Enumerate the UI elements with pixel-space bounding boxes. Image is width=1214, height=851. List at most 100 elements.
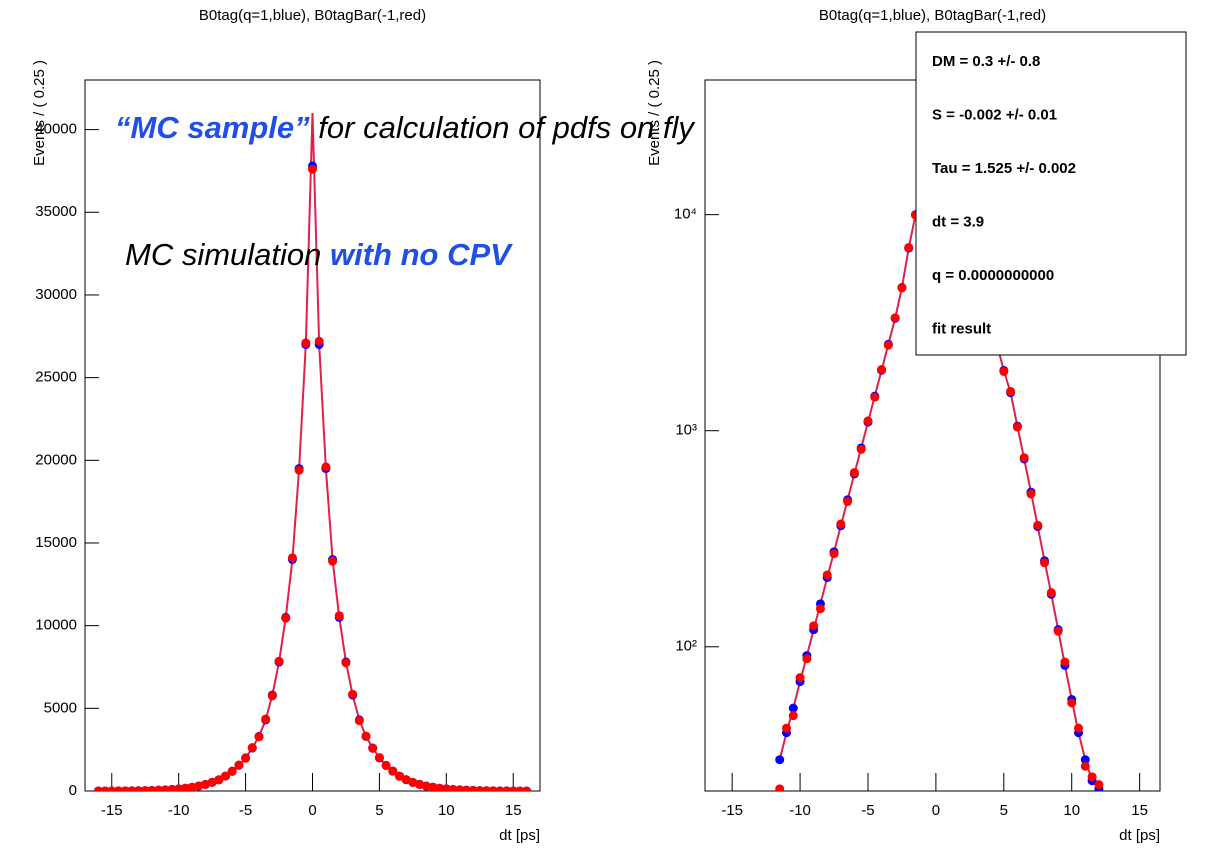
data-point [508, 786, 518, 791]
chart-title: B0tag(q=1,blue), B0tagBar(-1,red) [819, 7, 1046, 24]
y-tick-label: 5000 [44, 699, 77, 716]
data-point [781, 723, 791, 733]
y-axis-label: Events / ( 0.25 ) [31, 60, 48, 166]
data-point [308, 164, 317, 174]
data-point [274, 656, 284, 666]
data-point [843, 497, 853, 507]
data-point [1026, 489, 1036, 499]
data-point [1040, 558, 1050, 568]
data-point [174, 784, 184, 791]
overlay: “MC sample” for calculation of pdfs on f… [115, 110, 696, 272]
stat-line: dt = 3.9 [932, 213, 984, 230]
data-point [187, 782, 197, 791]
data-point [368, 743, 378, 753]
x-tick-label: -15 [721, 802, 743, 819]
data-point [354, 716, 364, 726]
overlay-text: for calculation of pdfs on fly [310, 110, 697, 145]
data-point [267, 691, 277, 701]
data-point [247, 743, 257, 753]
stat-line: S = -0.002 +/- 0.01 [932, 106, 1057, 123]
data-point [870, 392, 880, 402]
y-axis-label: Events / ( 0.25 ) [646, 60, 663, 166]
data-point [314, 336, 324, 346]
x-axis-label: dt [ps] [499, 827, 540, 844]
data-point [100, 786, 110, 791]
data-point [388, 766, 398, 776]
y-tick-label: 0 [69, 782, 77, 799]
stat-box [915, 31, 1187, 356]
data-point [1080, 755, 1090, 765]
y-tick-label: 15000 [35, 534, 77, 551]
data-point [836, 519, 846, 529]
chart-title: B0tag(q=1,blue), B0tagBar(-1,red) [199, 7, 426, 24]
data-point [775, 755, 785, 765]
overlay-line-2: MC simulation with no CPV [125, 237, 513, 272]
x-tick-label: 5 [1000, 802, 1008, 819]
data-point [863, 416, 873, 426]
x-tick-label: -5 [239, 802, 252, 819]
data-point [227, 766, 237, 776]
data-point [180, 783, 190, 791]
data-point [348, 689, 358, 699]
data-point [475, 786, 485, 791]
stat-line: q = 0.0000000000 [932, 267, 1054, 284]
data-point [321, 462, 331, 472]
data-point [802, 654, 812, 664]
stat-line: DM = 0.3 +/- 0.8 [932, 53, 1040, 70]
data-point [822, 570, 832, 580]
charts: B0tag(q=1,blue), B0tagBar(-1,red) -15 -10 -… [31, 7, 1187, 844]
data-point [107, 786, 117, 791]
data-point [381, 761, 391, 771]
chart: B0tag(q=1,blue), B0tagBar(-1,red) -15 -10 -… [31, 7, 541, 844]
data-point [897, 283, 907, 293]
x-tick-label: -5 [861, 802, 874, 819]
data-point [775, 784, 785, 791]
data-point [904, 242, 914, 252]
data-point [1019, 453, 1029, 463]
data-point [877, 365, 887, 375]
data-point [1046, 588, 1056, 598]
data-point [795, 673, 805, 683]
data-point [127, 786, 137, 791]
data-point [234, 760, 244, 770]
y-tick-label: 10000 [35, 617, 77, 634]
overlay-text: MC simulation [125, 237, 330, 272]
x-tick-label: 15 [505, 802, 522, 819]
data-point [999, 366, 1009, 376]
data-point [1012, 422, 1022, 432]
plot-frame [84, 79, 541, 792]
y-tick-label: 10⁴ [674, 206, 697, 223]
overlay-text: with no CPV [330, 237, 513, 272]
data-point [1094, 780, 1104, 790]
data-point [1067, 698, 1077, 708]
x-tick-label: 5 [375, 802, 383, 819]
data-point [334, 611, 344, 621]
data-point [261, 714, 271, 724]
data-point [301, 338, 311, 348]
x-tick-label: 15 [1131, 802, 1148, 819]
stat-line: fit result [932, 320, 991, 337]
x-tick-label: -10 [168, 802, 190, 819]
data-point [1087, 772, 1097, 782]
data-point [221, 771, 231, 781]
data-point [421, 781, 431, 791]
chart: B0tag(q=1,blue), B0tagBar(-1,red) -15 -10 -… [646, 7, 1187, 844]
data-point [1074, 723, 1084, 733]
y-tick-label: 10² [675, 638, 697, 655]
y-tick-label: 40000 [35, 121, 77, 138]
data-point [113, 786, 123, 791]
x-axis-label: dt [ps] [1119, 827, 1160, 844]
data-point [1006, 386, 1016, 396]
overlay-line-1: “MC sample” for calculation of pdfs on f… [115, 110, 696, 145]
data-point [1053, 626, 1063, 636]
y-tick-label: 25000 [35, 369, 77, 386]
y-tick-label: 30000 [35, 286, 77, 303]
stat-line: Tau = 1.525 +/- 0.002 [932, 160, 1076, 177]
fit-line [98, 113, 527, 791]
data-point [328, 556, 338, 566]
data-point [856, 444, 866, 454]
data-point [394, 771, 404, 781]
data-point [281, 613, 291, 623]
data-point [214, 775, 224, 785]
